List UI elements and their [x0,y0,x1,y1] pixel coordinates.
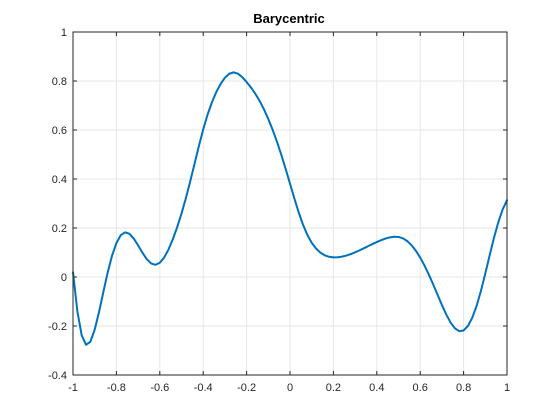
x-tick-label: 0.2 [326,382,341,394]
x-tick-label: -0.6 [150,382,169,394]
x-tick-label: 0.4 [369,382,384,394]
x-tick-label: 0.6 [413,382,428,394]
x-tick-label: 0.8 [456,382,471,394]
chart-title: Barycentric [253,11,325,26]
x-tick-label: 0 [287,382,293,394]
x-tick-label: 1 [504,382,510,394]
y-tick-label: 0 [61,272,67,284]
y-tick-label: 0.8 [52,76,67,88]
x-tick-label: -1 [68,382,78,394]
y-tick-label: -0.4 [48,370,67,382]
x-tick-label: -0.4 [194,382,213,394]
y-tick-label: 0.4 [52,174,67,186]
x-tick-label: -0.2 [237,382,256,394]
x-tick-label: -0.8 [107,382,126,394]
y-tick-label: -0.2 [48,321,67,333]
y-tick-label: 0.2 [52,223,67,235]
y-tick-label: 0.6 [52,125,67,137]
y-tick-label: 1 [61,27,67,39]
